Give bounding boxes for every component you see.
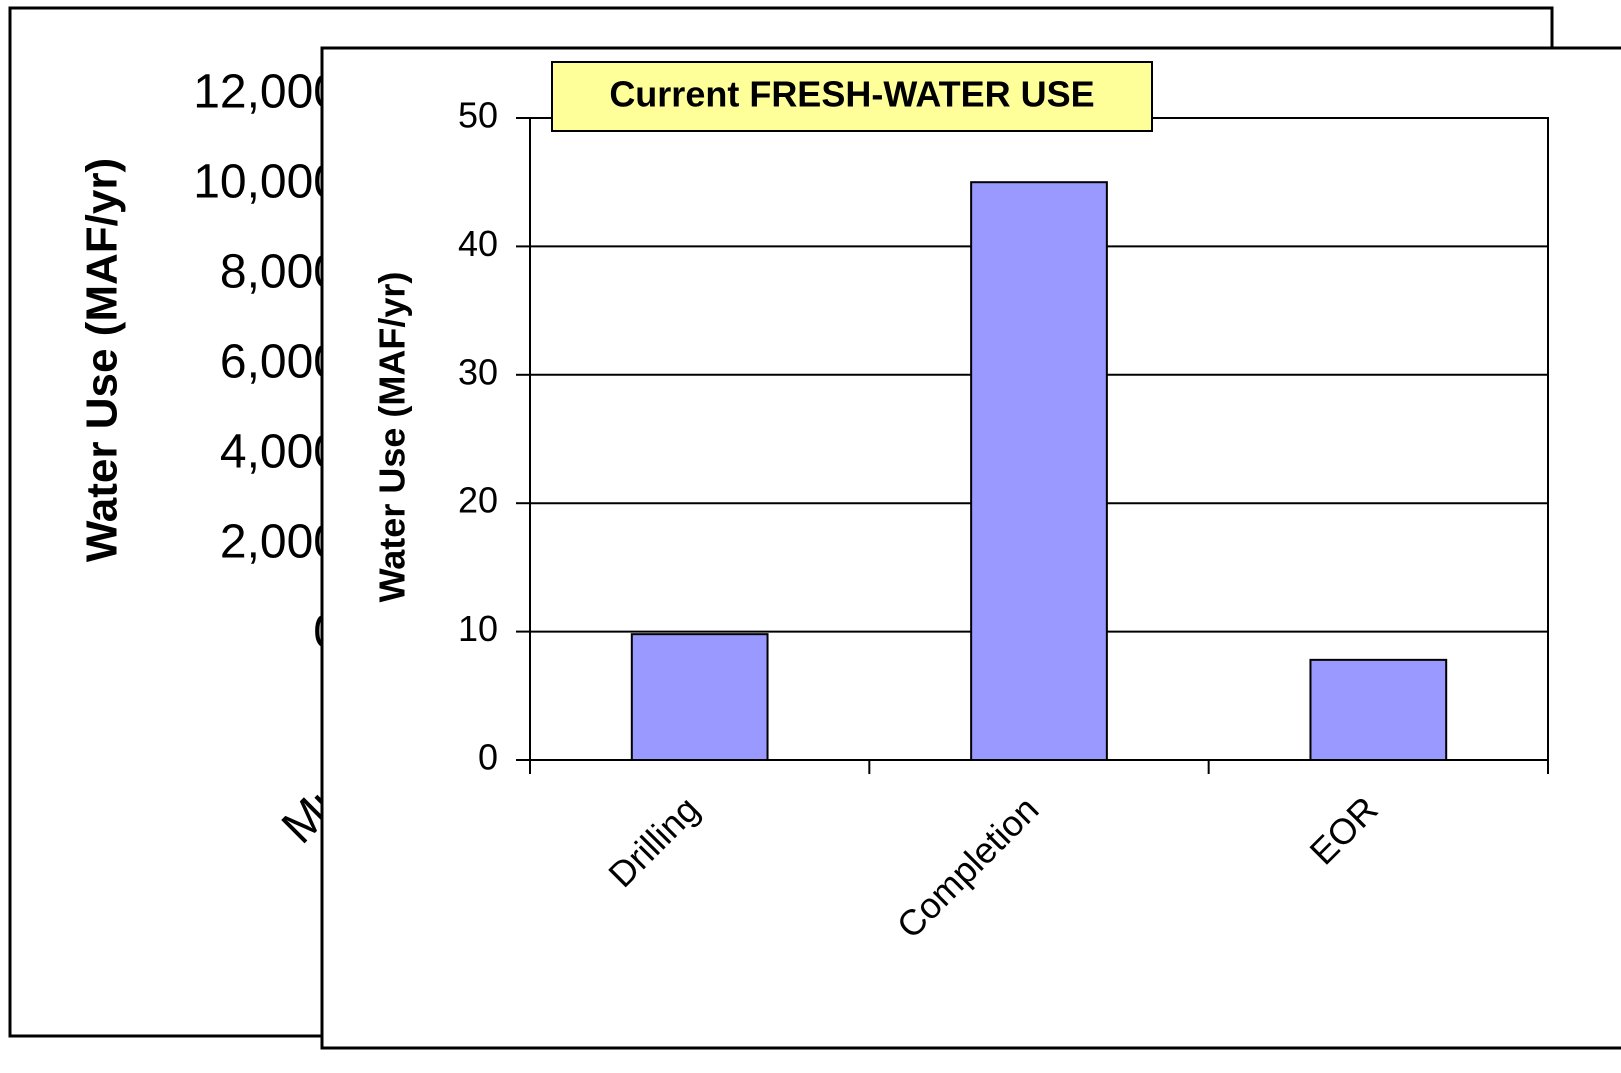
y-tick-label: 12,000 (193, 66, 340, 119)
y-tick-label: 30 (458, 351, 498, 392)
y-tick-label: 10 (458, 608, 498, 649)
back-chart: Water Use (MAF/yr) 02,0004,0006,0008,000… (78, 66, 357, 854)
y-tick-label: 6,000 (220, 336, 340, 389)
chart-title: Current FRESH-WATER USE (609, 74, 1094, 115)
bar (1309, 658, 1448, 762)
y-tick-label: 50 (458, 95, 498, 136)
bar (630, 633, 769, 762)
y-tick-label: 4,000 (220, 426, 340, 479)
title-box (551, 61, 1153, 132)
y-tick-label: 40 (458, 223, 498, 264)
y-tick-label: 8,000 (220, 246, 340, 299)
y-axis-label: Water Use (MAF/yr) (372, 272, 413, 603)
y-tick-label: 0 (478, 737, 498, 778)
y-tick-label: 20 (458, 480, 498, 521)
y-tick-label: 2,000 (220, 516, 340, 569)
bar (970, 181, 1108, 761)
y-axis-label: Water Use (MAF/yr) (78, 158, 127, 562)
y-tick-label: 10,000 (193, 156, 340, 209)
